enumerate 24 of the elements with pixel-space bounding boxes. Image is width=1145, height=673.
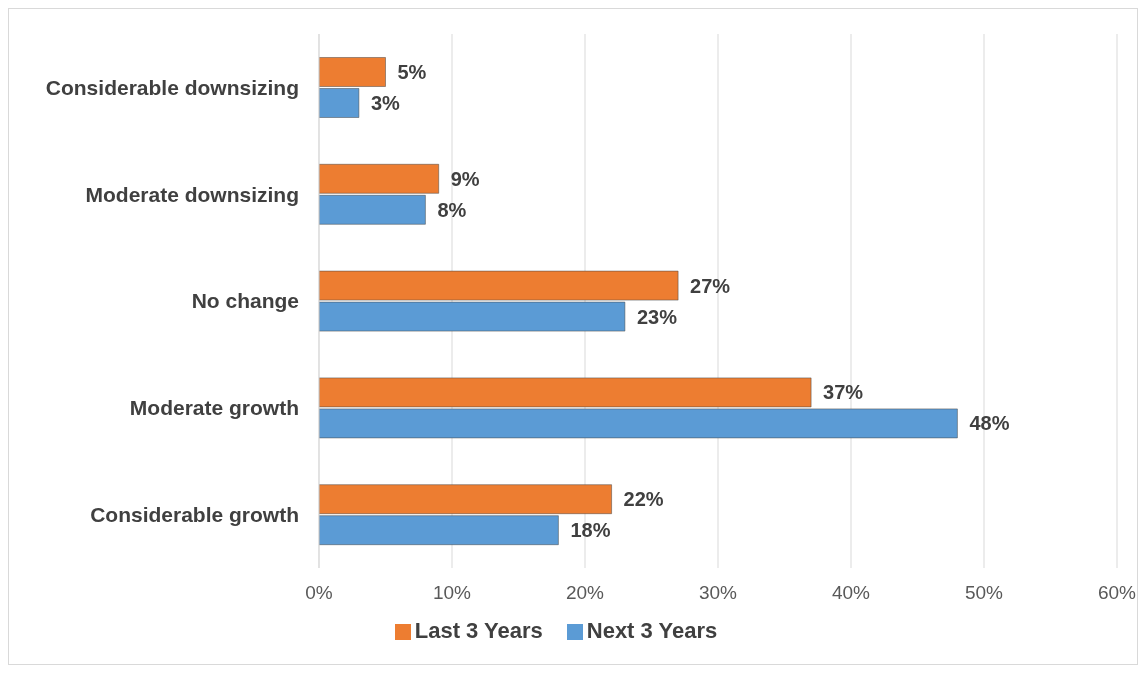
x-tick-label: 40% xyxy=(831,582,871,604)
data-label: 8% xyxy=(437,198,467,221)
data-label: 18% xyxy=(570,519,611,542)
x-tick-label: 50% xyxy=(964,582,1004,604)
data-label: 3% xyxy=(370,92,401,114)
x-tick-label: 30% xyxy=(698,582,738,604)
y-tick-label: No change xyxy=(191,289,299,313)
x-tick-label: 0% xyxy=(305,582,333,604)
data-label: 22% xyxy=(623,488,664,511)
legend-label: Last 3 Years xyxy=(414,618,543,643)
y-tick-label: Considerable downsizing xyxy=(45,75,299,99)
legend-label: Next 3 Years xyxy=(586,618,718,643)
data-label: 9% xyxy=(450,167,480,190)
data-label: 48% xyxy=(969,412,1010,435)
data-label: 27% xyxy=(690,274,731,297)
data-label: 5% xyxy=(397,61,427,83)
y-tick-label: Moderate growth xyxy=(129,396,299,420)
y-tick-label: Considerable growth xyxy=(90,503,299,527)
x-tick-label: 60% xyxy=(1097,582,1137,604)
x-tick-label: 10% xyxy=(432,582,472,604)
x-tick-label: 20% xyxy=(565,582,605,604)
y-tick-label: Moderate downsizing xyxy=(85,182,299,206)
data-label: 37% xyxy=(823,381,864,404)
data-label: 23% xyxy=(636,305,678,328)
